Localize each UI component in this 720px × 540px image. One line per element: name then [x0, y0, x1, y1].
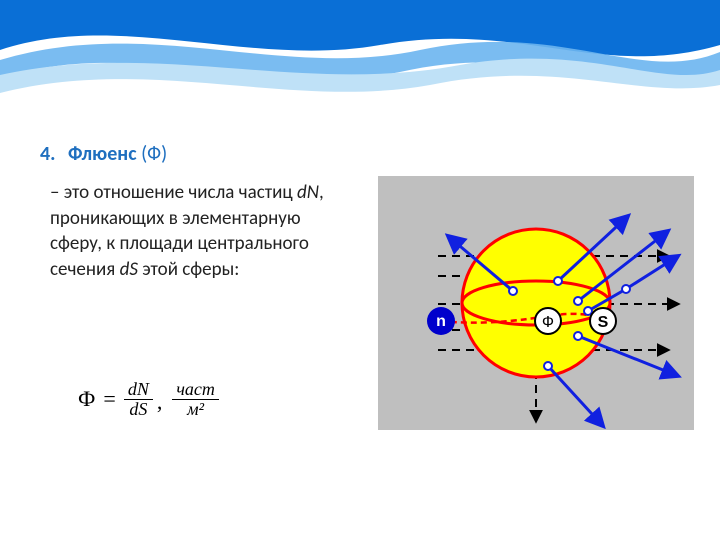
heading-term: Флюенс	[68, 142, 137, 166]
formula-unit-num: част	[172, 380, 219, 399]
formula-den: dS	[125, 400, 151, 419]
definition-paragraph: – это отношение числа частиц dN, проника…	[50, 180, 350, 283]
slide: 4. Флюенс (Ф) – это отношение числа част…	[0, 0, 720, 540]
header-wave	[0, 0, 720, 95]
para-dS: dS	[120, 258, 138, 281]
formula-fraction: dN dS	[124, 380, 153, 419]
formula-num: dN	[124, 380, 153, 399]
heading-symbol: (Ф)	[141, 142, 167, 166]
fluence-svg: nФS	[378, 176, 694, 430]
svg-text:S: S	[598, 314, 609, 331]
para-suffix: этой сферы:	[138, 258, 239, 281]
heading: 4. Флюенс (Ф)	[40, 142, 167, 166]
para-dN: dN	[297, 181, 319, 204]
formula-eq: =	[103, 386, 115, 412]
svg-text:Ф: Ф	[542, 314, 554, 331]
formula: Ф = dN dS , част м²	[78, 380, 219, 419]
formula-phi: Ф	[78, 386, 95, 412]
para-prefix: – это отношение числа частиц	[50, 181, 297, 204]
formula-comma: ,	[157, 389, 163, 419]
heading-number: 4.	[40, 142, 55, 166]
fluence-diagram: nФS	[378, 176, 694, 430]
formula-unit: част м²	[172, 380, 219, 419]
formula-unit-den: м²	[183, 400, 208, 419]
svg-text:n: n	[436, 313, 446, 330]
